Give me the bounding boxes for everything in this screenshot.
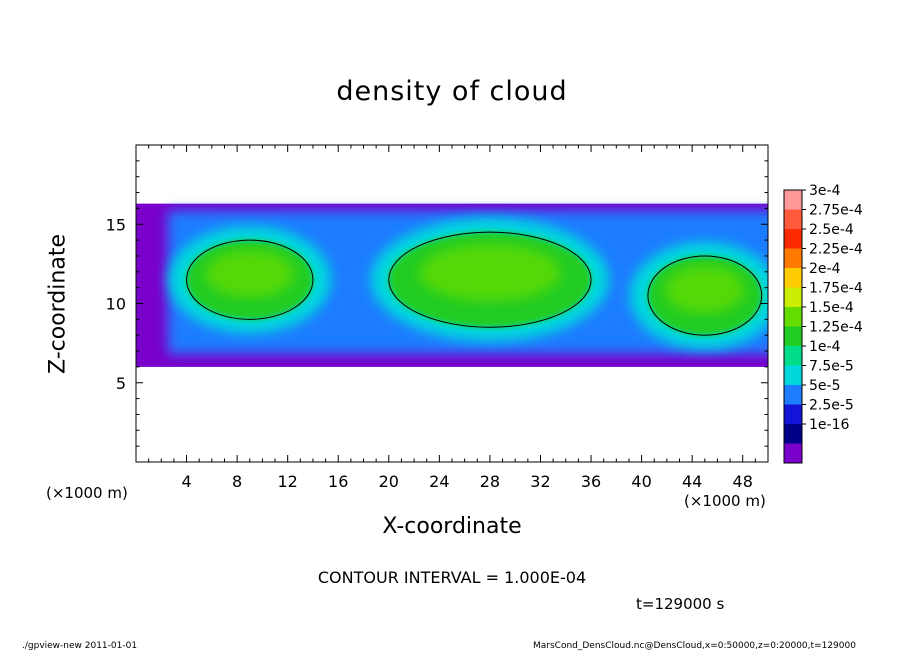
footer-left: ./gpview-new 2011-01-01 <box>22 641 138 651</box>
x-tick-label: 16 <box>328 472 348 491</box>
colorbar-swatch <box>784 424 802 444</box>
x-tick-label: 20 <box>379 472 399 491</box>
cloud-peak <box>205 250 294 298</box>
x-tick-label: 44 <box>682 472 702 491</box>
colorbar-label: 5e-5 <box>809 378 840 394</box>
x-axis-label: X-coordinate <box>382 514 522 539</box>
colorbar-label: 2.5e-5 <box>809 398 854 414</box>
x-tick-label: 40 <box>631 472 651 491</box>
colorbar-swatch <box>784 385 802 405</box>
footer-right: MarsCond_DensCloud.nc@DensCloud,x=0:5000… <box>533 641 856 651</box>
colorbar-label: 7.5e-5 <box>809 359 854 375</box>
colorbar-label: 1e-4 <box>809 339 841 355</box>
colorbar-label: 1e-16 <box>809 417 849 433</box>
colorbar-label: 1.25e-4 <box>809 320 863 336</box>
colorbar-label: 2.25e-4 <box>809 242 863 258</box>
time-label: t=129000 s <box>636 595 725 613</box>
x-tick-label: 48 <box>733 472 753 491</box>
colorbar-swatch <box>784 229 802 249</box>
colorbar-swatch <box>784 209 802 230</box>
x-tick-label: 24 <box>429 472 449 491</box>
density-field <box>136 203 768 367</box>
colorbar-label: 1.75e-4 <box>809 281 863 297</box>
contour-line <box>186 239 314 320</box>
colorbar-swatch <box>784 443 802 464</box>
colorbar-label: 3e-4 <box>809 183 841 199</box>
y-axis-unit: (×1000 m) <box>46 484 128 502</box>
cloud-peak <box>419 244 561 302</box>
colorbar-swatch <box>784 248 802 269</box>
x-tick-label: 36 <box>581 472 601 491</box>
colorbar-swatch <box>784 287 802 308</box>
colorbar-swatch <box>784 307 802 327</box>
x-tick-label: 12 <box>278 472 298 491</box>
colorbar-label: 2.75e-4 <box>809 203 863 219</box>
cloud-peak <box>664 265 745 314</box>
contour-interval: CONTOUR INTERVAL = 1.000E-04 <box>317 568 587 587</box>
chart-title: density of cloud <box>336 76 568 107</box>
colorbar-swatch <box>784 404 802 425</box>
x-axis-unit: (×1000 m) <box>684 492 766 510</box>
x-tick-label: 8 <box>232 472 242 491</box>
colorbar-label: 2.5e-4 <box>809 222 854 238</box>
colorbar-label: 1.5e-4 <box>809 300 854 316</box>
contour-line <box>647 255 763 336</box>
colorbar-label: 2e-4 <box>809 261 841 277</box>
colorbar-swatch <box>784 365 802 386</box>
colorbar-swatch <box>784 268 802 288</box>
x-tick-label: 28 <box>480 472 500 491</box>
x-tick-label: 4 <box>181 472 191 491</box>
colorbar-swatch <box>784 190 802 210</box>
colorbar-swatch <box>784 346 802 366</box>
x-tick-label: 32 <box>530 472 550 491</box>
y-tick-label: 10 <box>106 295 126 314</box>
y-tick-label: 5 <box>116 374 126 393</box>
colorbar: 3e-4 2.75e-4 2.5e-4 2.25e-4 2e-4 1.75e-4 1.5e-… <box>783 183 863 464</box>
contour-line <box>388 231 592 328</box>
y-tick-label: 15 <box>106 215 126 234</box>
colorbar-swatch <box>784 326 802 347</box>
